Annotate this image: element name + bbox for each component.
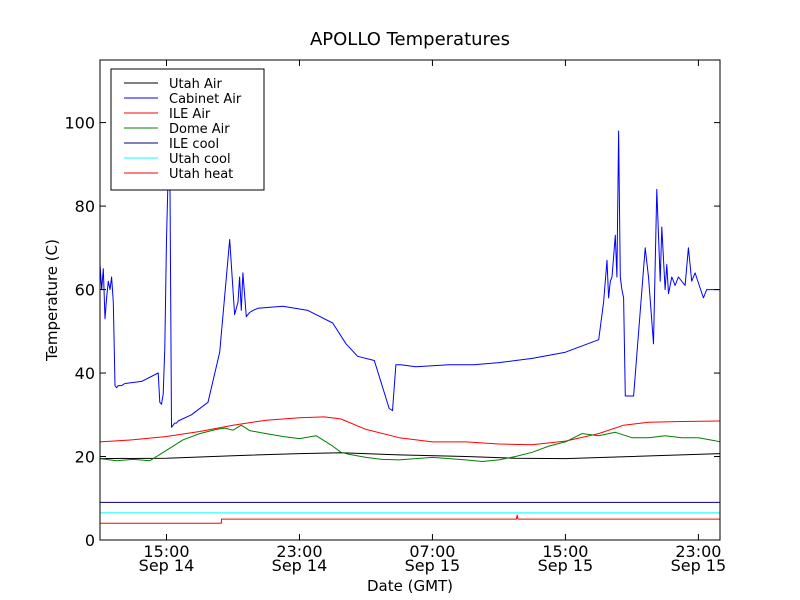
plot-frame: [99, 59, 721, 541]
legend-entry-label: ILE Air: [169, 107, 211, 122]
x-tick-time-label: 15:00: [143, 542, 189, 561]
y-tick-label: 100: [64, 114, 95, 133]
series-line-ile-air: [100, 416, 720, 446]
series-group: [100, 130, 720, 524]
x-tick-date-label: Sep 15: [538, 556, 594, 575]
legend-entry-label: Cabinet Air: [169, 92, 242, 107]
x-tick-time-label: 23:00: [276, 542, 322, 561]
series-line-utah-air: [100, 452, 720, 460]
y-tick-label: 40: [75, 364, 95, 383]
y-axis-label: Temperature (C): [43, 239, 61, 362]
y-tick-label: 20: [75, 448, 95, 467]
series-line-dome-air: [100, 424, 720, 462]
legend-entry-label: Utah heat: [169, 167, 233, 182]
x-tick-date-label: Sep 15: [671, 556, 727, 575]
series-line-utah-heat: [100, 514, 720, 524]
x-tick-time-label: 15:00: [542, 542, 588, 561]
legend-entry-label: Dome Air: [169, 122, 230, 137]
y-tick-label: 60: [75, 281, 95, 300]
legend-entry-label: ILE cool: [169, 137, 219, 152]
x-axis-label: Date (GMT): [367, 577, 453, 595]
x-tick-time-label: 23:00: [675, 542, 721, 561]
x-tick-time-label: 07:00: [409, 542, 455, 561]
chart-title: APOLLO Temperatures: [310, 29, 510, 50]
x-tick-date-label: Sep 14: [139, 556, 195, 575]
legend-entry-label: Utah cool: [169, 152, 231, 167]
legend-entry-label: Utah Air: [169, 77, 222, 92]
y-tick-label: 80: [75, 197, 95, 216]
series-line-cabinet-air: [100, 130, 720, 428]
x-tick-date-label: Sep 15: [405, 556, 461, 575]
y-tick-label: 0: [85, 531, 95, 550]
x-tick-date-label: Sep 14: [272, 556, 328, 575]
legend-box: [110, 68, 265, 191]
